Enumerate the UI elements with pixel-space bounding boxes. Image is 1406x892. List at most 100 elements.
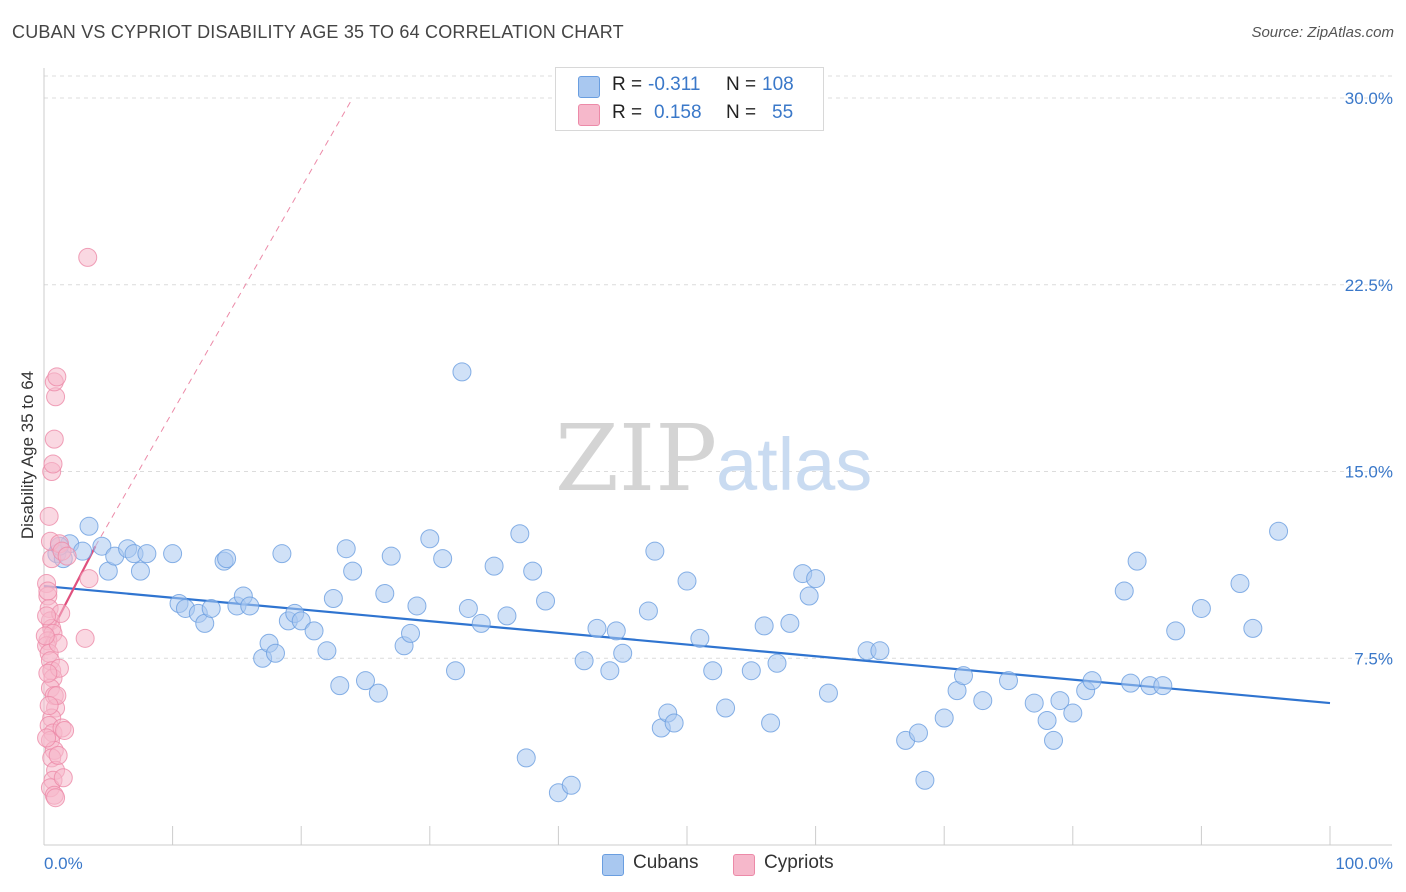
point-cubans (1082, 671, 1102, 691)
point-cubans (1037, 711, 1057, 730)
point-cubans (375, 584, 395, 604)
point-cubans (484, 556, 504, 576)
watermark-zip: ZIP (555, 405, 717, 512)
point-cubans (1024, 693, 1044, 713)
point-cubans (716, 698, 736, 718)
point-cubans (1269, 521, 1289, 541)
point-cubans (1153, 676, 1173, 696)
point-cubans (291, 611, 311, 631)
point-cubans (497, 606, 517, 626)
point-cypriots (38, 581, 58, 601)
point-cubans (1127, 551, 1147, 571)
legend-r-label: R = (612, 74, 643, 95)
point-cubans (130, 561, 150, 581)
point-cubans (908, 723, 928, 743)
point-cubans (1050, 691, 1070, 711)
legend-row-cubans: R = -0.311 N = 108 (556, 72, 823, 100)
point-cubans (536, 591, 556, 611)
point-cubans (381, 546, 401, 566)
point-cubans (761, 713, 781, 733)
y-tick-label: 7.5% (1354, 649, 1393, 668)
point-cubans (973, 691, 993, 711)
point-cubans (401, 623, 421, 643)
point-cubans (1063, 703, 1083, 723)
point-cubans (330, 676, 350, 696)
point-cubans (1114, 581, 1134, 601)
point-cubans (1121, 673, 1141, 693)
point-cubans (356, 671, 375, 691)
point-cubans (818, 683, 838, 703)
point-cypriots (39, 506, 59, 526)
point-cubans (606, 621, 626, 641)
point-cubans (407, 596, 427, 616)
bottom-legend-swatch-cypriots (733, 854, 755, 876)
point-cypriots (46, 788, 66, 808)
bottom-legend-label-cubans: Cubans (633, 852, 699, 873)
point-cubans (574, 651, 594, 671)
point-cubans (323, 588, 343, 608)
point-cypriots (79, 569, 99, 589)
point-cubans (915, 770, 935, 790)
chart-source: Source: ZipAtlas.com (1251, 24, 1394, 41)
point-cubans (240, 596, 260, 616)
point-cubans (780, 613, 800, 633)
point-cubans (638, 601, 658, 621)
point-cubans (767, 653, 787, 673)
point-cubans (1166, 621, 1186, 641)
point-cubans (613, 643, 633, 663)
point-cubans (516, 748, 536, 768)
data-points (35, 247, 1289, 808)
point-cypriots (44, 429, 64, 449)
legend-swatch-cubans (578, 76, 600, 98)
point-cubans (446, 661, 466, 681)
point-cubans (999, 671, 1018, 691)
y-tick-label: 30.0% (1345, 89, 1393, 108)
legend-n-value-cypriots: 55 (772, 102, 794, 123)
point-cubans (600, 661, 620, 681)
point-cypriots (39, 696, 59, 716)
chart-title: CUBAN VS CYPRIOT DISABILITY AGE 35 TO 64… (12, 22, 624, 42)
point-cubans (265, 643, 285, 663)
point-cubans (870, 641, 890, 661)
point-cubans (754, 616, 774, 636)
point-cubans (1191, 598, 1211, 618)
point-cubans (217, 549, 237, 569)
point-cubans (452, 362, 472, 382)
bottom-legend-swatch-cubans (602, 854, 624, 876)
point-cubans (510, 524, 530, 544)
legend-swatch-cypriots (578, 104, 600, 126)
point-cubans (953, 666, 973, 686)
legend-r-value-cypriots: 0.158 (654, 102, 702, 123)
point-cubans (420, 529, 440, 549)
point-cubans (201, 598, 221, 618)
point-cubans (343, 561, 363, 581)
point-cubans (664, 713, 684, 733)
point-cubans (799, 586, 819, 606)
point-cubans (934, 708, 954, 728)
x-tick-label-max: 100.0% (1335, 854, 1393, 873)
point-cubans (523, 561, 543, 581)
point-cubans (703, 661, 723, 681)
trend-extension-cypriots (95, 97, 354, 547)
point-cubans (433, 549, 453, 569)
point-cypriots (57, 546, 77, 566)
watermark: ZIP atlas (555, 405, 872, 512)
point-cypriots (38, 663, 58, 683)
point-cubans (690, 628, 710, 648)
point-cubans (1044, 730, 1064, 750)
point-cubans (677, 571, 697, 591)
point-cubans (1230, 574, 1250, 594)
legend-r-label: R = (612, 102, 643, 123)
point-cypriots (37, 606, 57, 626)
point-cubans (304, 621, 324, 641)
point-cubans (163, 544, 183, 564)
legend-n-label: N = (726, 74, 757, 95)
point-cubans (561, 775, 581, 795)
y-tick-label: 22.5% (1345, 276, 1393, 295)
point-cubans (806, 569, 826, 589)
point-cubans (471, 613, 491, 633)
point-cypriots (37, 728, 57, 748)
watermark-atlas: atlas (716, 423, 872, 506)
point-cubans (1243, 618, 1263, 638)
